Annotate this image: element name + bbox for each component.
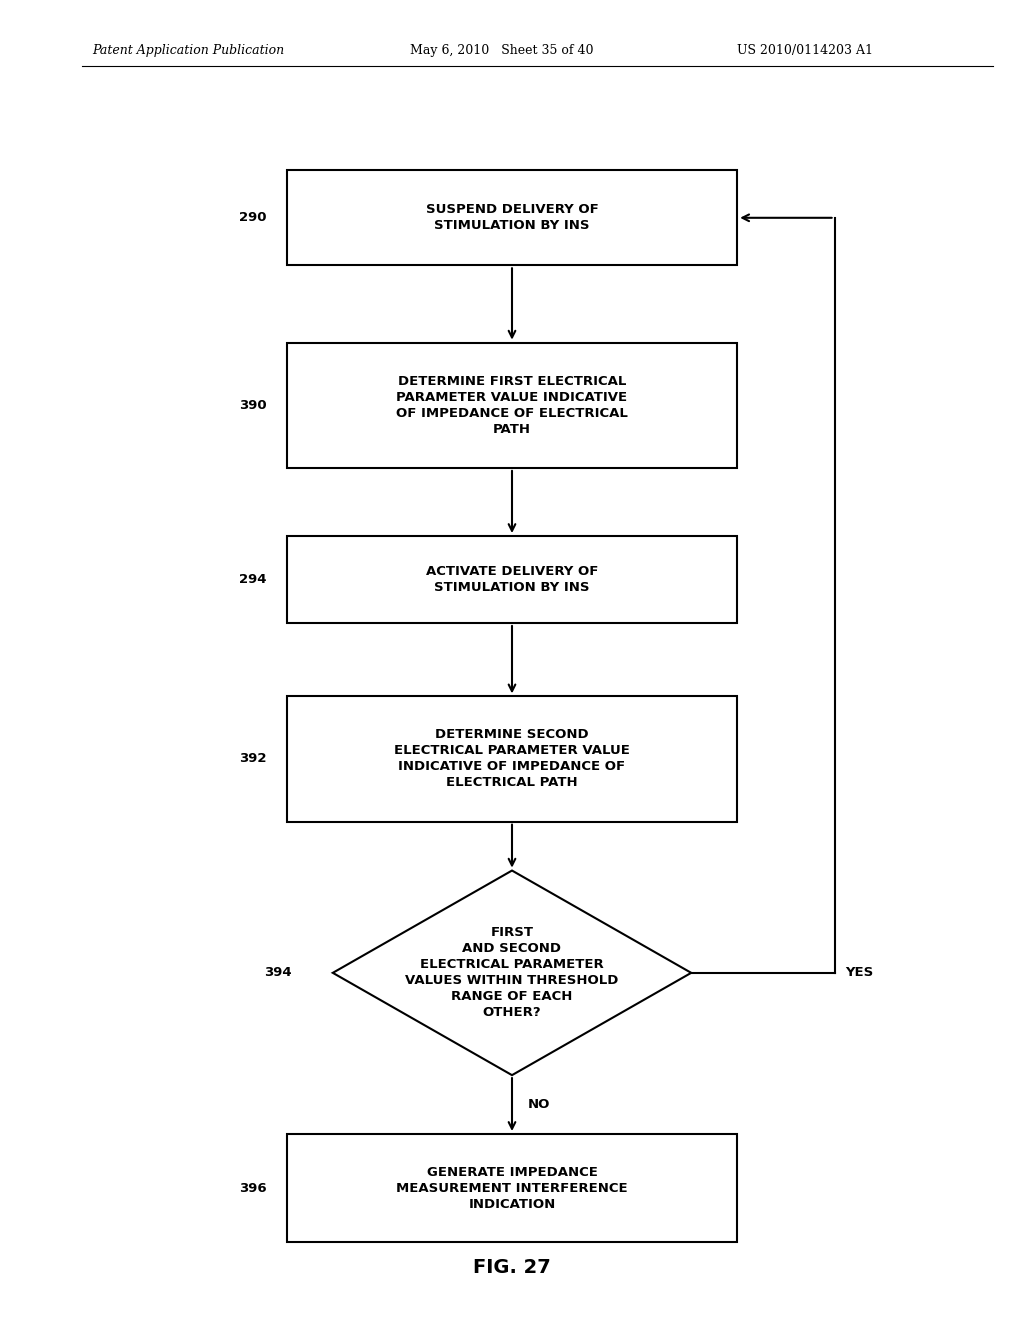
Polygon shape: [333, 871, 691, 1074]
Text: FIG. 27: FIG. 27: [473, 1258, 551, 1276]
Text: Patent Application Publication: Patent Application Publication: [92, 44, 285, 57]
Text: 396: 396: [239, 1181, 266, 1195]
Text: DETERMINE SECOND
ELECTRICAL PARAMETER VALUE
INDICATIVE OF IMPEDANCE OF
ELECTRICA: DETERMINE SECOND ELECTRICAL PARAMETER VA…: [394, 729, 630, 789]
Text: 294: 294: [239, 573, 266, 586]
Text: FIRST
AND SECOND
ELECTRICAL PARAMETER
VALUES WITHIN THRESHOLD
RANGE OF EACH
OTHE: FIRST AND SECOND ELECTRICAL PARAMETER VA…: [406, 927, 618, 1019]
Text: 392: 392: [239, 752, 266, 766]
Text: US 2010/0114203 A1: US 2010/0114203 A1: [737, 44, 873, 57]
FancyBboxPatch shape: [287, 343, 737, 469]
FancyBboxPatch shape: [287, 1134, 737, 1242]
FancyBboxPatch shape: [287, 536, 737, 623]
Text: May 6, 2010   Sheet 35 of 40: May 6, 2010 Sheet 35 of 40: [410, 44, 593, 57]
Text: 290: 290: [239, 211, 266, 224]
Text: NO: NO: [527, 1098, 550, 1111]
FancyBboxPatch shape: [287, 697, 737, 821]
Text: ACTIVATE DELIVERY OF
STIMULATION BY INS: ACTIVATE DELIVERY OF STIMULATION BY INS: [426, 565, 598, 594]
Text: GENERATE IMPEDANCE
MEASUREMENT INTERFERENCE
INDICATION: GENERATE IMPEDANCE MEASUREMENT INTERFERE…: [396, 1166, 628, 1210]
Text: DETERMINE FIRST ELECTRICAL
PARAMETER VALUE INDICATIVE
OF IMPEDANCE OF ELECTRICAL: DETERMINE FIRST ELECTRICAL PARAMETER VAL…: [396, 375, 628, 436]
Text: 390: 390: [239, 399, 266, 412]
Text: YES: YES: [845, 966, 873, 979]
Text: SUSPEND DELIVERY OF
STIMULATION BY INS: SUSPEND DELIVERY OF STIMULATION BY INS: [426, 203, 598, 232]
Text: 394: 394: [264, 966, 292, 979]
FancyBboxPatch shape: [287, 170, 737, 265]
